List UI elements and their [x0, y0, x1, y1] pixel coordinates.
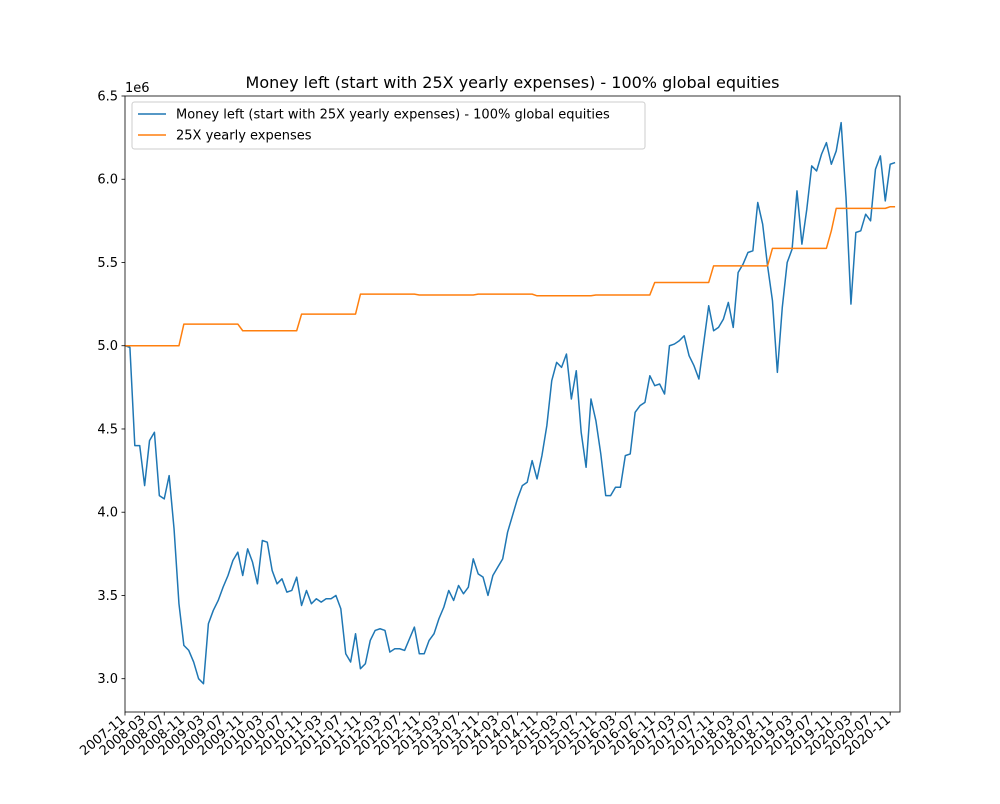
legend-label-1: Money left (start with 25X yearly expens…: [176, 108, 610, 123]
series-layer: [125, 121, 896, 685]
y-axis-scale-label: 1e6: [125, 81, 150, 96]
y-tick-label: 4.0: [97, 506, 118, 521]
y-tick-label: 5.0: [97, 339, 118, 354]
y-tick-label: 3.5: [97, 589, 118, 604]
y-tick-label: 5.5: [97, 256, 118, 271]
chart-title: Money left (start with 25X yearly expens…: [246, 73, 780, 92]
legend-box: [131, 101, 646, 150]
y-tick-label: 6.5: [97, 90, 118, 105]
axes-layer: 3.03.54.04.55.05.56.06.52007-112008-0320…: [77, 90, 901, 759]
plot-frame: [124, 95, 901, 713]
y-tick-label: 4.5: [97, 422, 118, 437]
series-line-1: [125, 121, 896, 685]
series-line-2: [125, 205, 896, 347]
legend: Money left (start with 25X yearly expens…: [131, 101, 646, 150]
y-tick-label: 3.0: [97, 672, 118, 687]
legend-label-2: 25X yearly expenses: [176, 129, 312, 144]
y-tick-label: 6.0: [97, 173, 118, 188]
